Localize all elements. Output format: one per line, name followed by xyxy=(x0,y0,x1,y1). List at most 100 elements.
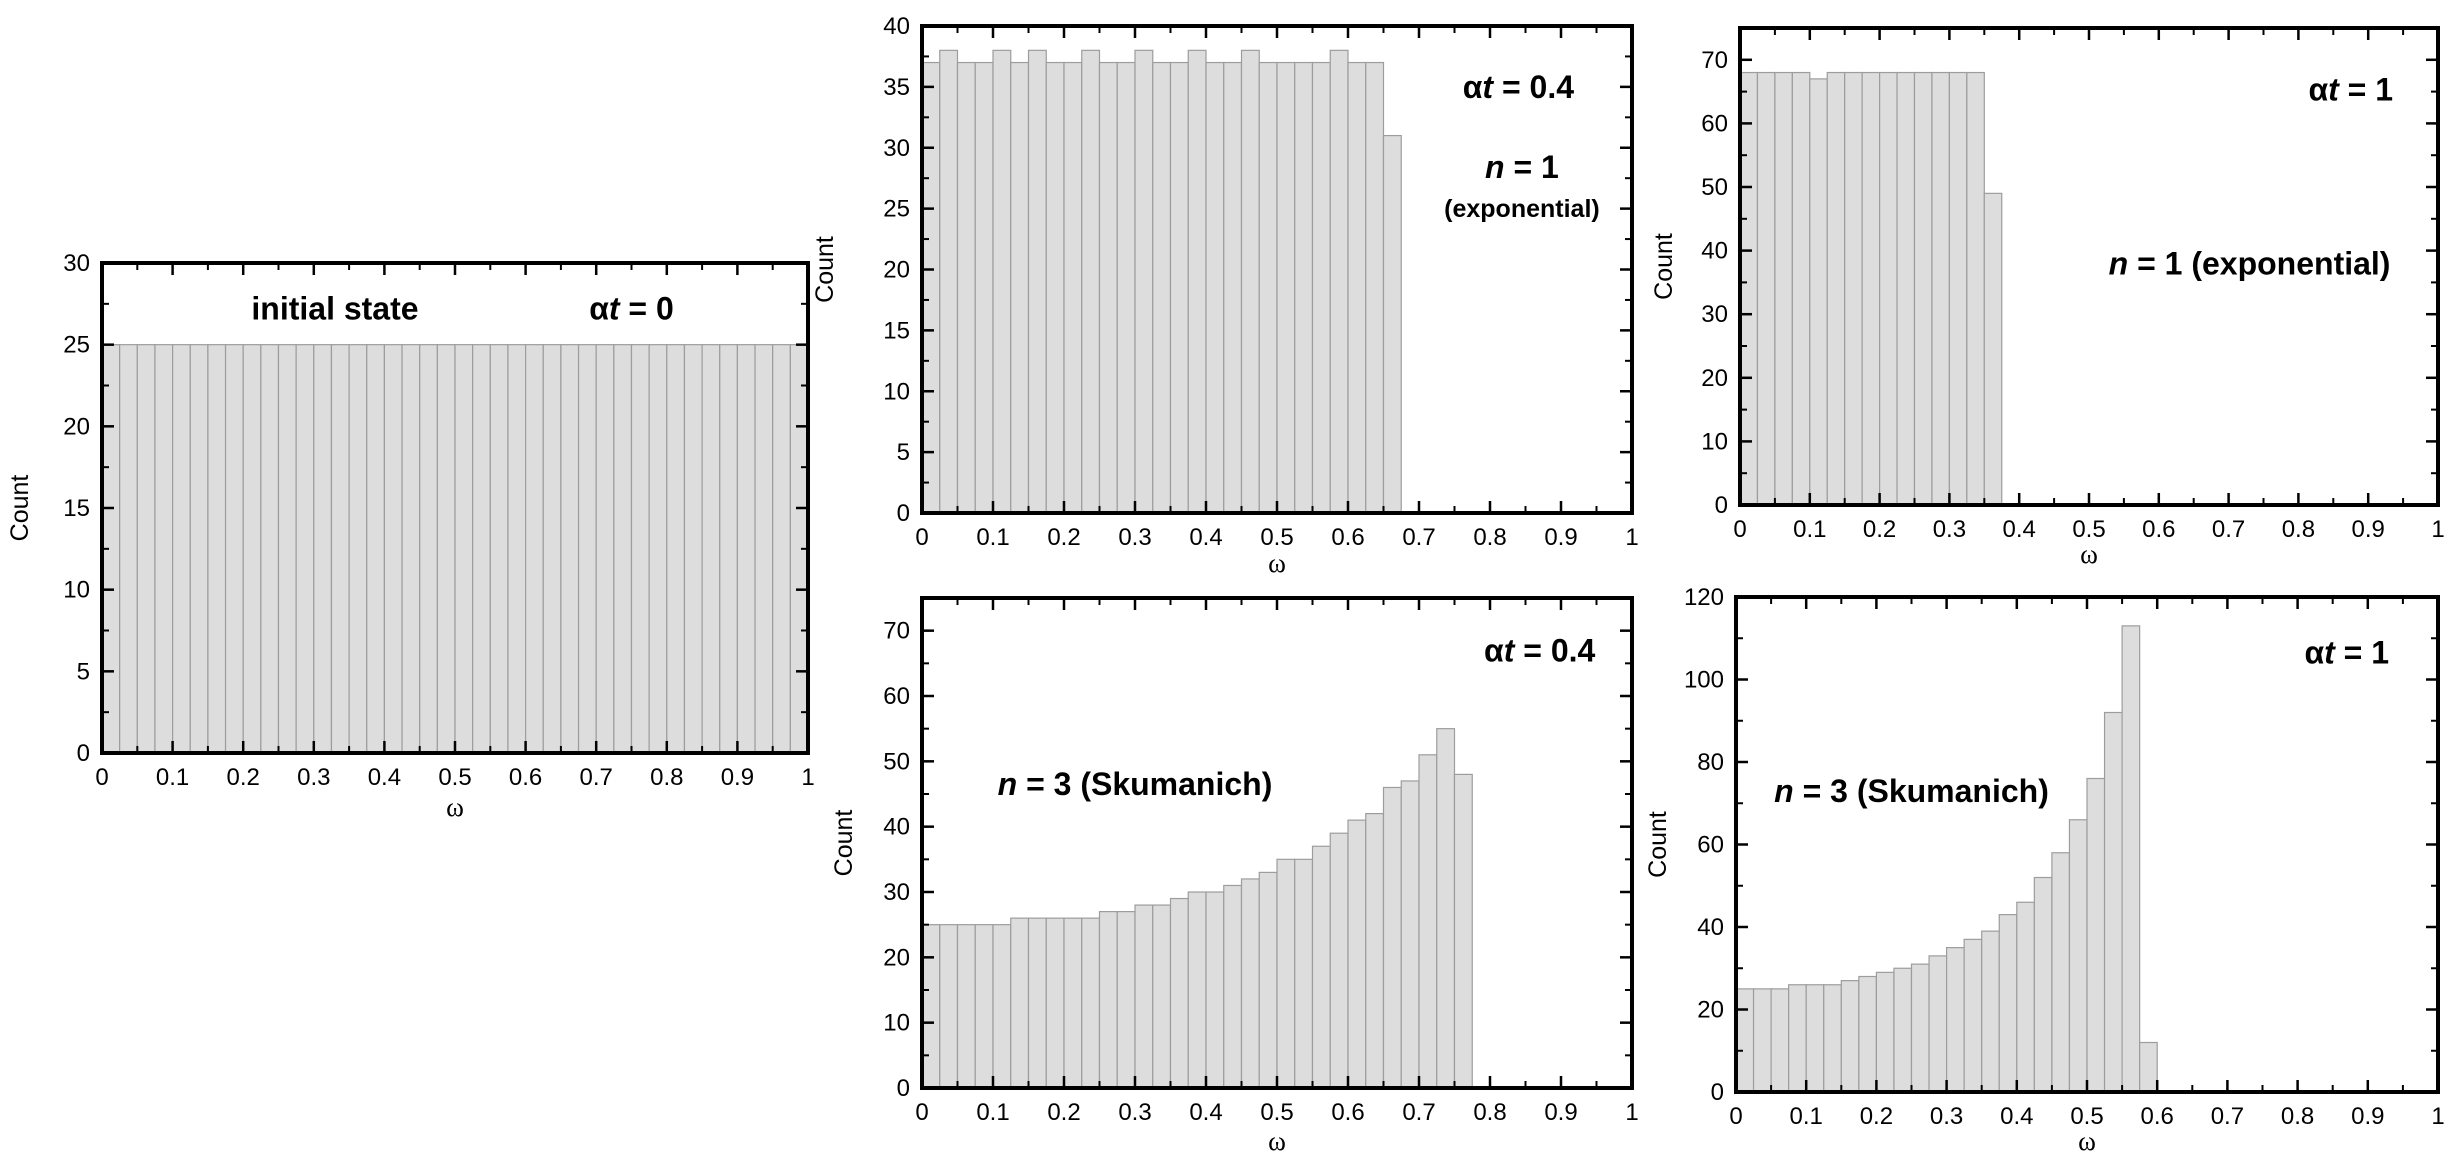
histogram-bar xyxy=(507,344,527,754)
x-tick-label: 0.6 xyxy=(1331,524,1364,551)
y-tick-label: 5 xyxy=(897,439,910,466)
x-axis-label: ω xyxy=(2080,539,2098,569)
histogram-bar xyxy=(454,344,474,754)
x-tick-label: 0.4 xyxy=(1189,524,1222,551)
x-tick-label: 1 xyxy=(2431,1103,2444,1130)
bars xyxy=(1735,625,2158,1093)
x-tick-label: 0.8 xyxy=(1473,524,1506,551)
x-tick-label: 0 xyxy=(95,764,108,791)
histogram-bar xyxy=(1134,904,1154,1089)
histogram-bar xyxy=(1983,192,2003,506)
histogram-bar xyxy=(1063,917,1083,1089)
histogram-bar xyxy=(1311,61,1331,514)
histogram-bar xyxy=(472,344,491,754)
panel-annotation: n = 3 (Skumanich) xyxy=(998,766,1273,802)
x-tick-label: 0.2 xyxy=(1047,1099,1080,1126)
x-tick-label: 0.1 xyxy=(1790,1103,1823,1130)
histogram-bar xyxy=(366,344,385,754)
histogram-bar xyxy=(1910,963,1930,1093)
histogram-bar xyxy=(1966,71,1985,506)
histogram-bar xyxy=(613,344,633,754)
histogram-bar xyxy=(1840,980,1860,1093)
histogram-bar xyxy=(2068,819,2088,1093)
histogram-bar xyxy=(2139,1041,2158,1093)
x-tick-label: 0.1 xyxy=(976,1099,1009,1126)
x-tick-label: 0.1 xyxy=(1793,516,1826,543)
panel-annotation: αt = 1 xyxy=(2304,635,2389,671)
histogram-bar xyxy=(1347,61,1367,514)
histogram-bar xyxy=(1981,930,2000,1093)
x-tick-label: 0.7 xyxy=(1402,1099,1435,1126)
histogram-bar xyxy=(1276,61,1296,514)
y-tick-label: 25 xyxy=(883,196,910,223)
y-tick-label: 70 xyxy=(883,618,910,645)
x-tick-label: 0.8 xyxy=(1473,1099,1506,1126)
x-tick-label: 0.5 xyxy=(1260,524,1293,551)
histogram-bar xyxy=(2086,777,2106,1093)
histogram-bar xyxy=(1329,49,1349,514)
histogram-bar xyxy=(1081,917,1101,1089)
histogram-bar xyxy=(974,61,994,514)
x-tick-label: 0.3 xyxy=(1930,1103,1963,1130)
histogram-bar xyxy=(1809,78,1828,506)
x-tick-label: 0.9 xyxy=(1544,524,1577,551)
histogram-bar xyxy=(2103,711,2123,1093)
y-axis-label: Count xyxy=(811,236,839,303)
histogram-bar xyxy=(1134,49,1154,514)
bars xyxy=(921,49,1402,514)
histogram-bar xyxy=(1116,61,1136,514)
histogram-bar xyxy=(560,344,580,754)
ticks xyxy=(920,24,1634,515)
histogram-bar xyxy=(736,344,756,754)
y-tick-label: 20 xyxy=(883,257,910,284)
histogram-bar xyxy=(1045,917,1065,1089)
ticks xyxy=(100,261,810,755)
histogram-bar xyxy=(1791,71,1811,506)
x-tick-label: 0.8 xyxy=(650,764,683,791)
y-tick-label: 40 xyxy=(883,13,910,40)
histogram-bar xyxy=(1878,71,1898,506)
histogram-bar xyxy=(956,61,976,514)
panel-skum-1: 0 0.1 0.2 0.3 0.4 0.5 0.6 0.7 0.8 0.9 1 0 20 40 60 80 10… xyxy=(1644,584,2445,1156)
histogram-bar xyxy=(921,61,941,514)
histogram-bar xyxy=(1240,878,1260,1089)
histogram-bar xyxy=(1329,832,1349,1089)
histogram-bar xyxy=(224,344,244,754)
panel-annotation: αt = 0 xyxy=(589,291,674,327)
histogram-bar xyxy=(1098,61,1118,514)
x-tick-label: 0.6 xyxy=(509,764,542,791)
histogram-bar xyxy=(1805,984,1825,1093)
y-tick-label: 60 xyxy=(883,683,910,710)
x-tick-label: 1 xyxy=(801,764,814,791)
histogram-bar xyxy=(295,344,315,754)
histogram-bar xyxy=(1258,871,1278,1089)
x-tick-label: 0.7 xyxy=(580,764,613,791)
histogram-bar xyxy=(974,924,994,1089)
x-tick-label: 0.4 xyxy=(368,764,401,791)
y-tick-label: 30 xyxy=(1701,301,1728,328)
histogram-bar xyxy=(1774,71,1793,506)
histogram-bar xyxy=(1169,61,1189,514)
x-tick-label: 0.3 xyxy=(1118,524,1151,551)
y-tick-label: 50 xyxy=(1701,174,1728,201)
x-tick-label: 0.4 xyxy=(1189,1099,1222,1126)
x-tick-label: 0.7 xyxy=(2212,516,2245,543)
histogram-bar xyxy=(401,344,421,754)
panel-annotation: αt = 0.4 xyxy=(1484,632,1595,668)
histogram-bar xyxy=(1365,812,1385,1089)
ticks xyxy=(1738,28,2440,507)
histogram-bar xyxy=(1027,917,1047,1089)
histogram-bar xyxy=(1418,754,1438,1089)
histogram-bar xyxy=(992,924,1012,1089)
x-tick-label: 0.9 xyxy=(1544,1099,1577,1126)
panel-annotation: αt = 0.4 xyxy=(1463,69,1574,105)
histogram-bar xyxy=(1365,61,1385,514)
histogram-bar xyxy=(683,344,703,754)
histogram-bar xyxy=(1098,910,1118,1089)
x-tick-label: 0.2 xyxy=(1860,1103,1893,1130)
histogram-bar xyxy=(419,344,438,754)
y-tick-label: 35 xyxy=(883,74,910,101)
histogram-bar xyxy=(1788,984,1807,1093)
x-tick-label: 0.2 xyxy=(1863,516,1896,543)
histogram-bar xyxy=(1152,61,1172,514)
